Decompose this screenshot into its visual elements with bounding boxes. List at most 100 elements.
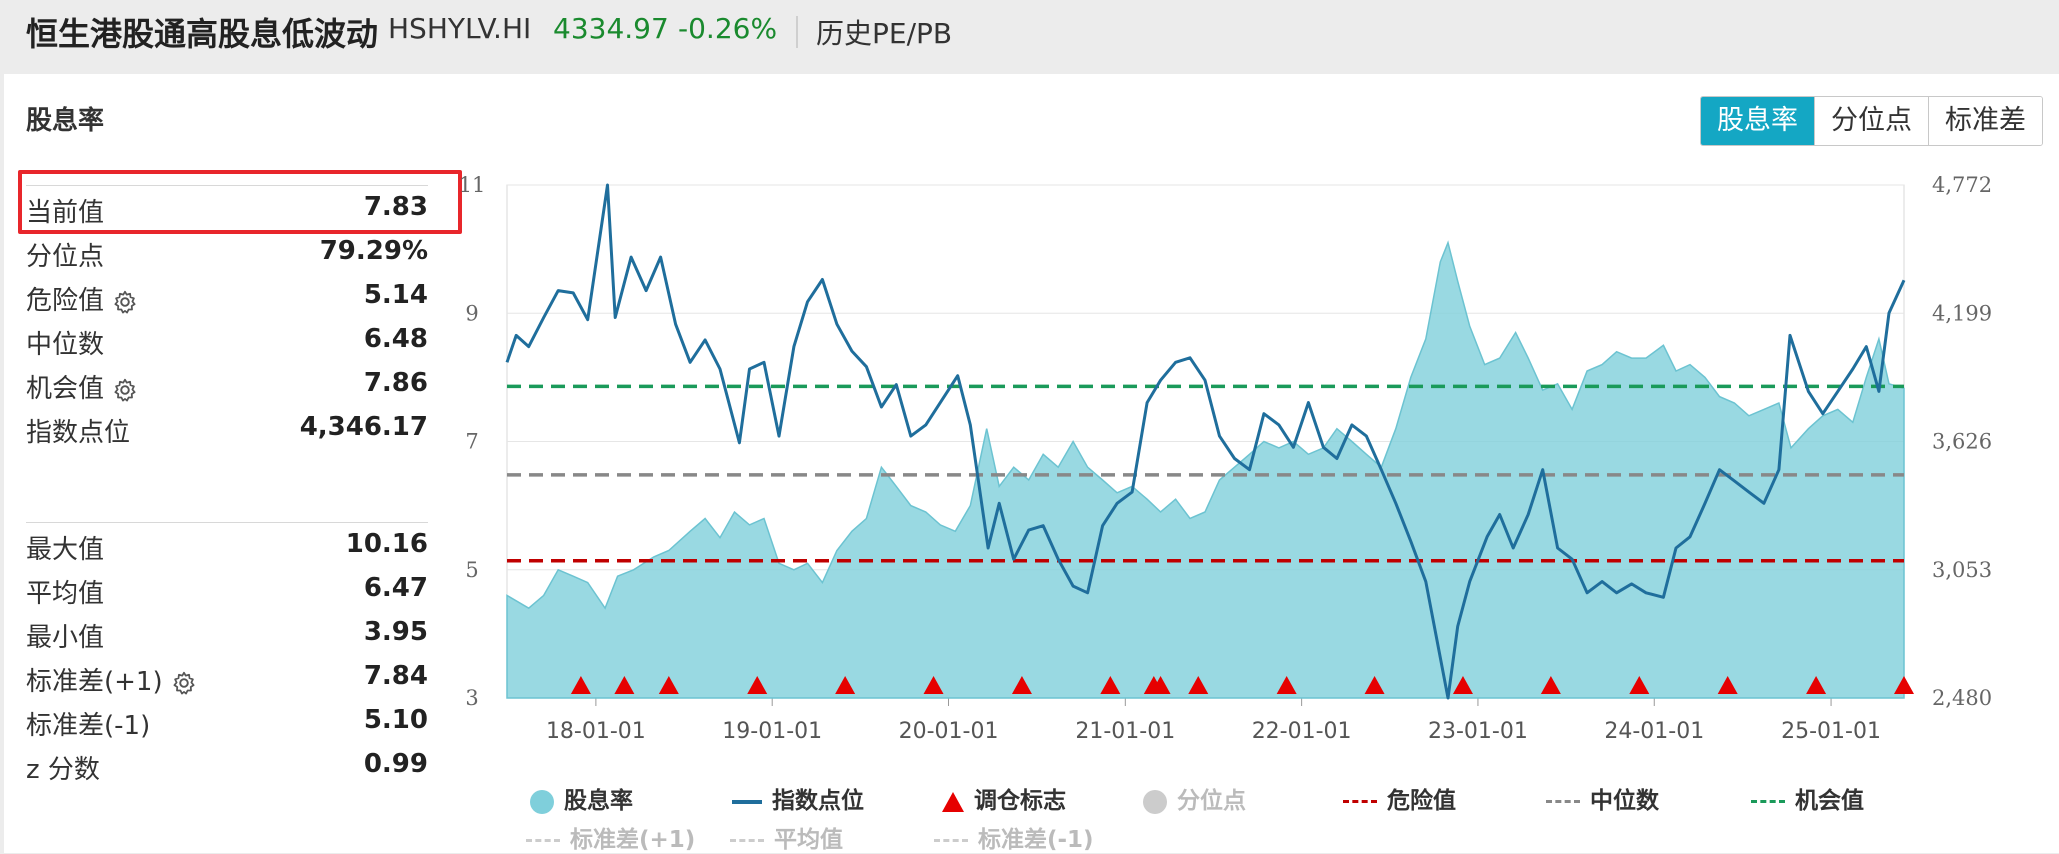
x-tick-label: 20-01-01 [899, 719, 999, 744]
tab-std-dev[interactable]: 标准差 [1928, 97, 2042, 145]
y-right-tick-label: 4,199 [1932, 301, 1992, 325]
legend-dividend-yield[interactable]: 股息率 [530, 781, 633, 815]
rebalance-marker [614, 676, 635, 694]
line-icon [732, 799, 762, 804]
legend-std-plus[interactable]: 标准差(+1) [526, 820, 695, 854]
index-code: HSHYLV.HI [388, 12, 532, 45]
rebalance-marker [1150, 676, 1171, 694]
legend-rebalance-marker[interactable]: 调仓标志 [942, 781, 1066, 815]
legend-percentile[interactable]: 分位点 [1143, 781, 1246, 815]
tab-percentile[interactable]: 分位点 [1814, 97, 1928, 145]
stat-label: 当前值 [26, 198, 105, 228]
rebalance-marker [658, 676, 679, 694]
stat-value: 6.48 [363, 324, 428, 354]
rebalance-marker [1011, 676, 1032, 694]
legend-std-minus[interactable]: 标准差(-1) [934, 820, 1094, 854]
stat-percentile: 分位点 79.29% [26, 230, 428, 274]
rebalance-marker [1540, 676, 1561, 694]
legend-opportunity-value[interactable]: 机会值 [1751, 781, 1864, 815]
rebalance-marker [923, 676, 944, 694]
stat-value: 0.99 [363, 749, 428, 779]
y-left-tick-label: 3 [465, 686, 478, 710]
stat-label: 平均值 [26, 579, 105, 609]
rebalance-marker [1188, 676, 1209, 694]
tab-dividend-yield[interactable]: 股息率 [1701, 97, 1814, 145]
index-change: -0.26% [678, 12, 778, 45]
rebalance-marker [747, 676, 768, 694]
index-price: 4334.97 [553, 12, 669, 45]
stat-label: 机会值 [26, 374, 105, 404]
dash-line-icon [934, 839, 968, 842]
stat-index-level: 指数点位 4,346.17 [26, 406, 428, 450]
stat-label: 指数点位 [26, 418, 131, 448]
x-tick-label: 21-01-01 [1075, 719, 1175, 744]
dash-line-icon [1751, 800, 1785, 803]
stat-min: 最小值 3.95 [26, 611, 428, 655]
dot-icon [1143, 789, 1167, 814]
dot-icon [530, 789, 554, 814]
y-left-tick-label: 9 [465, 301, 478, 325]
rebalance-marker [1894, 676, 1914, 694]
x-tick-label: 25-01-01 [1781, 719, 1881, 744]
gear-icon[interactable] [112, 289, 138, 315]
stat-label: 分位点 [26, 242, 105, 272]
triangle-icon [942, 791, 964, 812]
x-tick-label: 23-01-01 [1428, 719, 1528, 744]
rebalance-marker [1717, 676, 1738, 694]
rebalance-marker [1452, 676, 1473, 694]
stat-max: 最大值 10.16 [26, 523, 428, 567]
stats-divider-bottom [26, 522, 428, 523]
stat-label: 危险值 [26, 286, 105, 316]
stat-value: 3.95 [363, 617, 428, 647]
dash-line-icon [526, 839, 560, 842]
stat-mean: 平均值 6.47 [26, 567, 428, 611]
stat-value: 7.84 [363, 661, 428, 691]
metric-tabs: 股息率 分位点 标准差 [1700, 96, 2043, 146]
y-right-tick-label: 2,480 [1932, 686, 1992, 710]
y-right-tick-label: 3,626 [1932, 430, 1992, 454]
legend-danger-value[interactable]: 危险值 [1343, 781, 1456, 815]
stat-danger-value: 危险值 5.14 [26, 274, 428, 318]
legend-index-level[interactable]: 指数点位 [732, 781, 864, 815]
stats-divider-top [26, 185, 428, 186]
stat-value: 10.16 [345, 529, 428, 559]
stat-label: 最大值 [26, 535, 105, 565]
stat-value: 6.47 [363, 573, 428, 603]
stat-opportunity-value: 机会值 7.86 [26, 362, 428, 406]
stat-label: z 分数 [26, 755, 100, 785]
panel-title: 股息率 [26, 106, 105, 136]
header-divider [796, 16, 798, 48]
index-title: 恒生港股通高股息低波动 [26, 15, 379, 53]
current-value-highlight-box [18, 170, 462, 234]
stat-z-score: z 分数 0.99 [26, 743, 428, 787]
stat-label: 中位数 [26, 330, 105, 360]
legend-median[interactable]: 中位数 [1546, 781, 1659, 815]
legend-mean[interactable]: 平均值 [730, 820, 843, 854]
dash-line-icon [730, 839, 764, 842]
y-left-tick-label: 5 [465, 558, 478, 582]
gear-icon[interactable] [112, 377, 138, 403]
x-tick-label: 24-01-01 [1604, 719, 1704, 744]
index-level-line [505, 183, 1906, 700]
y-left-tick-label: 11 [459, 173, 486, 197]
rebalance-marker [1276, 676, 1297, 694]
y-right-tick-label: 4,772 [1932, 173, 1992, 197]
dividend-yield-area [506, 240, 1905, 699]
rebalance-marker [1364, 676, 1385, 694]
x-tick-label: 22-01-01 [1252, 719, 1352, 744]
stat-value: 7.86 [363, 368, 428, 398]
dash-line-icon [1546, 800, 1580, 803]
dash-line-icon [1343, 800, 1377, 803]
gear-icon[interactable] [171, 670, 197, 696]
header-bar: 恒生港股通高股息低波动 HSHYLV.HI 4334.97 -0.26% 历史P… [0, 0, 2059, 72]
y-right-tick-label: 3,053 [1932, 558, 1992, 582]
rebalance-marker [1629, 676, 1650, 694]
rebalance-marker [835, 676, 856, 694]
stat-value: 79.29% [319, 236, 428, 266]
stat-value: 5.10 [363, 705, 428, 735]
stat-value: 5.14 [363, 280, 428, 310]
rebalance-marker [1806, 676, 1827, 694]
rebalance-marker [570, 676, 591, 694]
history-pe-pb-link[interactable]: 历史PE/PB [816, 17, 953, 50]
stat-value: 4,346.17 [299, 412, 428, 442]
